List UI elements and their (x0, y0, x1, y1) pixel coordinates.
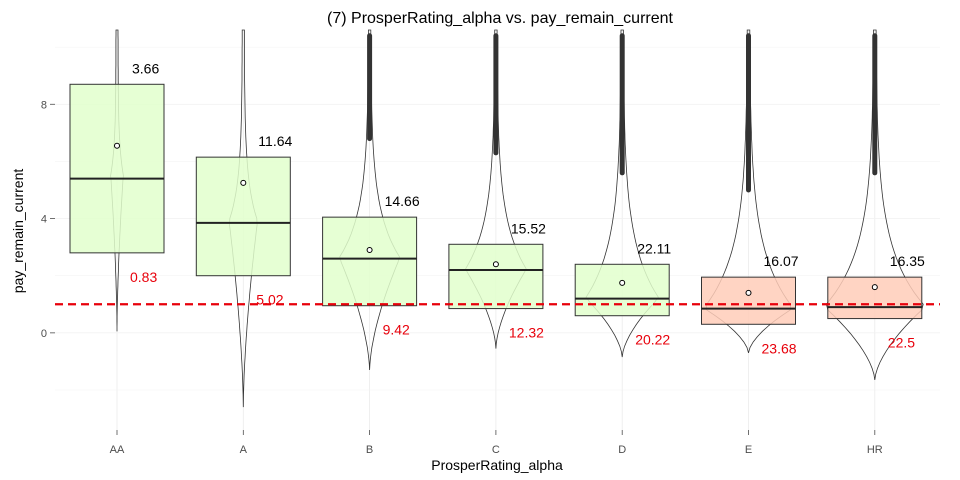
bottom-label-AA: 0.83 (130, 269, 157, 285)
x-tick-label: HR (867, 444, 883, 456)
boxes (55, 83, 940, 325)
violin-A (229, 29, 258, 408)
mean-point-B (366, 247, 373, 253)
x-tick-label: AA (110, 444, 125, 456)
annotations: 3.66 0.83 11.64 5.02 14.66 9.42 15.52 12.32 22.1… (130, 60, 925, 356)
x-tick-label: A (240, 444, 248, 456)
x-tick-label: C (492, 444, 500, 456)
bottom-label-E: 23.68 (762, 340, 797, 356)
box-D (574, 263, 670, 317)
bottom-label-C: 12.32 (509, 325, 544, 341)
y-axis-ticks: 0 4 8 (41, 99, 55, 340)
bottom-label-A: 5.02 (256, 292, 283, 308)
x-tick-label: D (618, 444, 626, 456)
violin-HR (825, 29, 924, 381)
violins (110, 29, 924, 408)
y-tick-label: 8 (41, 99, 47, 111)
violin-D (585, 29, 659, 358)
box-B (322, 216, 418, 307)
top-label-A: 11.64 (258, 133, 292, 149)
mean-point-A (240, 179, 247, 186)
box-C (448, 243, 544, 310)
y-tick-label: 4 (41, 214, 47, 226)
top-label-B: 14.66 (385, 193, 420, 209)
bottom-label-HR: 22.5 (888, 335, 915, 351)
bottom-label-B: 9.42 (383, 322, 410, 338)
mean-point-C (492, 261, 499, 268)
box-E (701, 276, 796, 325)
x-axis-ticks: AA A B C D E HR (110, 430, 883, 456)
mean-point-D (619, 279, 626, 286)
top-label-C: 15.52 (511, 220, 546, 236)
top-label-AA: 3.66 (132, 60, 159, 76)
box-A (195, 156, 291, 277)
top-label-HR: 16.35 (890, 253, 925, 269)
top-label-D: 22.11 (637, 240, 671, 256)
top-label-E: 16.07 (764, 253, 799, 269)
x-tick-label: E (745, 444, 752, 456)
mean-point-HR (871, 284, 878, 291)
bottom-label-D: 20.22 (635, 332, 670, 348)
y-tick-label: 0 (41, 328, 47, 340)
violin-E (706, 29, 791, 354)
mean-point-E (745, 289, 752, 296)
y-axis-title: pay_remain_current (10, 169, 26, 294)
mean-point-AA (114, 142, 120, 149)
box-HR (827, 276, 923, 320)
box-AA (69, 83, 165, 254)
x-axis-title: ProsperRating_alpha (431, 457, 563, 473)
x-tick-label: B (366, 444, 373, 456)
chart-title: (7) ProsperRating_alpha vs. pay_remain_c… (327, 10, 674, 27)
